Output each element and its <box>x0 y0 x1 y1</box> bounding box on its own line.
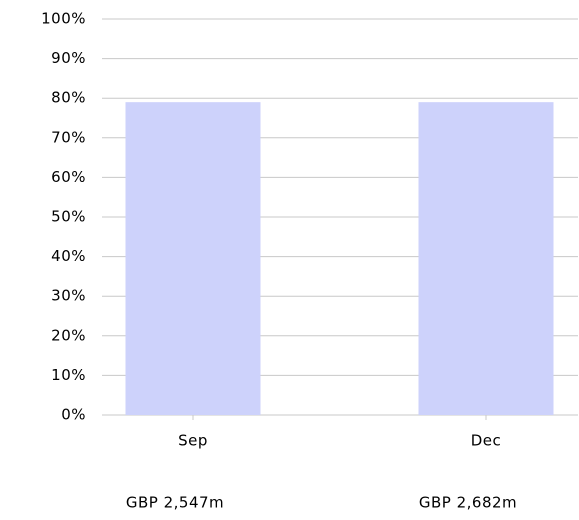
y-tick-label: 10% <box>51 366 86 384</box>
y-tick-label: 60% <box>51 168 86 186</box>
x-tick-label: Sep <box>178 432 208 450</box>
y-tick-label: 0% <box>61 406 86 424</box>
y-tick-label: 20% <box>51 326 86 344</box>
y-tick-label: 80% <box>51 89 86 107</box>
y-tick-label: 70% <box>51 128 86 146</box>
y-tick-label: 50% <box>51 208 86 226</box>
annotation: GBP 2,682m <box>419 494 517 512</box>
x-tick-label: Dec <box>471 432 502 450</box>
y-tick-label: 40% <box>51 247 86 265</box>
y-tick-label: 90% <box>51 49 86 67</box>
bar <box>125 102 261 415</box>
y-tick-label: 30% <box>51 287 86 305</box>
bar <box>418 102 554 415</box>
annotation: GBP 2,547m <box>126 494 224 512</box>
y-tick-label: 100% <box>41 10 86 28</box>
